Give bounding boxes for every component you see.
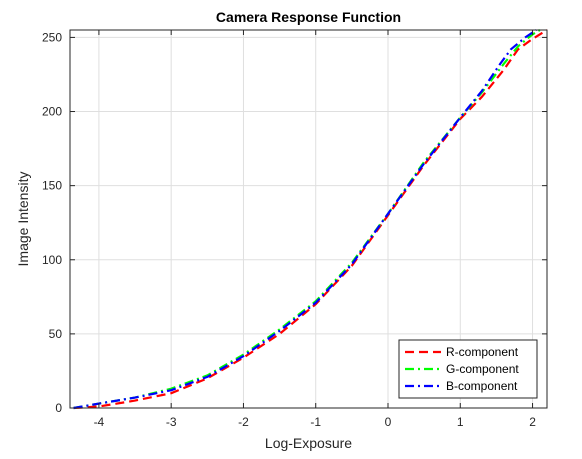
x-axis-label: Log-Exposure <box>265 435 352 451</box>
y-tick-label: 50 <box>49 327 63 341</box>
legend: R-component G-component B-component <box>398 339 538 399</box>
series-line-b-component <box>73 29 537 410</box>
x-tick-label: -2 <box>238 415 249 429</box>
x-tick-label: -4 <box>94 415 105 429</box>
series-lines <box>73 29 548 410</box>
chart-title: Camera Response Function <box>216 9 401 25</box>
y-tick-label: 250 <box>42 30 62 44</box>
x-tick-label: 1 <box>457 415 464 429</box>
x-tick-label: 2 <box>529 415 536 429</box>
x-tick-label: -3 <box>166 415 177 429</box>
y-tick-label: 100 <box>42 253 62 267</box>
legend-entry: R-component <box>446 345 519 359</box>
grid-lines <box>70 30 547 409</box>
y-tick-label: 200 <box>42 105 62 119</box>
y-axis-label: Image Intensity <box>15 172 31 267</box>
y-tick-label: 0 <box>55 401 62 415</box>
series-line-r-component <box>73 29 548 410</box>
axis-ticks: -4 -3 -2 -1 0 1 2 0 50 100 150 200 250 <box>42 30 547 429</box>
legend-box <box>398 339 538 399</box>
legend-entry: B-component <box>446 379 518 393</box>
y-tick-label: 150 <box>42 179 62 193</box>
x-tick-label: 0 <box>385 415 392 429</box>
plot-frame <box>69 29 548 409</box>
x-tick-label: -1 <box>310 415 321 429</box>
legend-entry: G-component <box>446 362 519 376</box>
